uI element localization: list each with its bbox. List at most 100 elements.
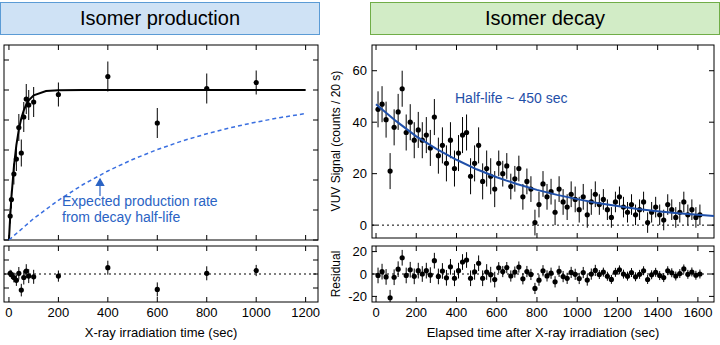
data-point	[556, 187, 561, 192]
data-point	[420, 271, 425, 276]
data-point	[548, 271, 553, 276]
data-point	[629, 202, 634, 207]
data-point	[681, 266, 686, 271]
plot-area	[8, 62, 306, 241]
data-point	[573, 272, 578, 277]
data-point	[504, 265, 509, 270]
x-tick	[697, 297, 698, 302]
data-point	[105, 74, 110, 79]
y-tick-right	[709, 251, 714, 252]
x-tick-top	[536, 246, 537, 251]
panel-title: Isomer production	[80, 7, 240, 29]
data-point	[689, 269, 694, 274]
data-point	[412, 138, 417, 143]
data-point	[532, 220, 537, 225]
data-point	[424, 132, 429, 137]
data-point	[448, 138, 453, 143]
y-tick-right	[313, 60, 318, 61]
x-tick	[58, 297, 59, 302]
x-tick	[305, 297, 306, 302]
data-point	[31, 274, 36, 279]
x-tick-top	[536, 45, 537, 50]
data-point	[641, 268, 646, 273]
data-point	[21, 275, 26, 280]
plot-area	[4, 261, 318, 297]
fit-curve	[376, 104, 714, 216]
y-tick-right	[313, 288, 318, 289]
x-tick-label: 800	[526, 305, 548, 320]
data-point	[424, 268, 429, 273]
y-tick-label: 60	[353, 63, 367, 78]
y-tick-label: 20	[353, 166, 367, 181]
data-point	[480, 179, 485, 184]
data-point	[601, 197, 606, 202]
data-point	[565, 205, 570, 210]
y-tick-right	[709, 122, 714, 123]
header-box	[1, 3, 320, 35]
x-tick-top	[157, 45, 158, 50]
x-tick-top	[107, 246, 108, 251]
x-tick-label: 1000	[242, 305, 271, 320]
data-point	[565, 276, 570, 281]
data-point	[19, 150, 24, 155]
x-tick	[8, 297, 9, 302]
x-tick-top	[305, 45, 306, 50]
data-point	[452, 166, 457, 171]
data-point	[508, 273, 513, 278]
data-point	[528, 272, 533, 277]
data-point	[577, 276, 582, 281]
data-point	[593, 268, 598, 273]
y-tick	[4, 90, 9, 91]
data-point	[544, 194, 549, 199]
panel-title: Isomer decay	[485, 7, 605, 29]
x-tick	[376, 297, 377, 302]
x-tick-top	[496, 45, 497, 50]
data-point	[400, 86, 405, 91]
y-tick-label: 0	[360, 267, 367, 282]
data-point	[452, 276, 457, 281]
data-point	[512, 176, 517, 181]
data-point	[105, 265, 110, 270]
data-point	[492, 187, 497, 192]
data-point	[689, 207, 694, 212]
data-point	[392, 275, 397, 280]
data-point	[532, 286, 537, 291]
data-point	[653, 205, 658, 210]
x-tick-top	[657, 246, 658, 251]
annotation: Half-life ~ 450 sec	[455, 90, 567, 106]
data-point	[577, 207, 582, 212]
data-point	[448, 264, 453, 269]
data-point	[625, 210, 630, 215]
data-point	[561, 199, 566, 204]
y-tick	[4, 260, 9, 261]
data-point	[396, 109, 401, 114]
data-point	[673, 215, 678, 220]
fit-curve	[9, 114, 306, 240]
data-point	[444, 275, 449, 280]
x-tick-top	[206, 246, 207, 251]
x-tick-top	[305, 246, 306, 251]
data-point	[536, 202, 541, 207]
y-tick-label: 40	[353, 115, 367, 130]
data-point	[19, 288, 24, 293]
data-point	[653, 270, 658, 275]
y-tick-right	[313, 260, 318, 261]
y-tick-right	[709, 70, 714, 71]
x-tick-label: 200	[48, 305, 70, 320]
data-point	[508, 184, 513, 189]
data-point	[476, 143, 481, 148]
data-point	[552, 279, 557, 284]
x-tick-label: 1000	[563, 305, 592, 320]
annotation: Expected production rate	[62, 193, 218, 209]
data-point	[504, 163, 509, 168]
data-point	[641, 199, 646, 204]
data-point	[665, 202, 670, 207]
x-tick-label: 600	[486, 305, 508, 320]
data-point	[400, 255, 405, 260]
y-tick	[372, 251, 377, 252]
data-point	[480, 276, 485, 281]
data-point	[629, 270, 634, 275]
data-point	[440, 143, 445, 148]
x-tick-top	[456, 246, 457, 251]
x-tick-top	[697, 45, 698, 50]
